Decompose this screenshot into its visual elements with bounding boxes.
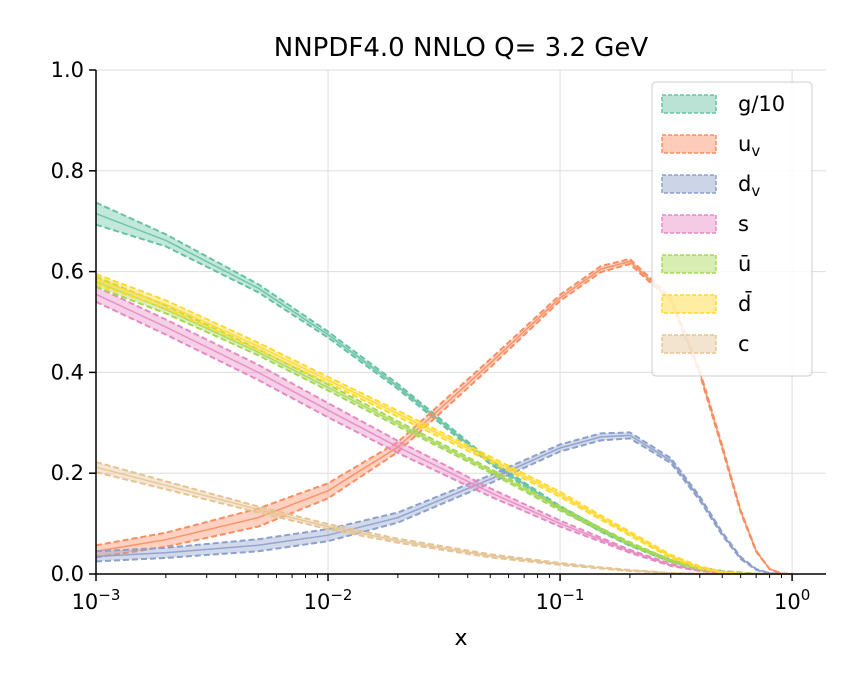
x-tick-label: 10−2 bbox=[304, 586, 353, 614]
y-tick-label: 1.0 bbox=[51, 58, 84, 82]
legend-item-4: ū bbox=[661, 252, 751, 276]
legend-swatch bbox=[661, 294, 717, 314]
legend-item-2: dv bbox=[661, 172, 760, 200]
legend-box bbox=[651, 81, 813, 377]
series-central-line bbox=[95, 434, 793, 575]
legend-label: c bbox=[738, 332, 750, 356]
series-2 bbox=[95, 431, 793, 575]
y-tick-label: 0.2 bbox=[51, 461, 84, 485]
legend-item-1: uv bbox=[661, 132, 760, 160]
legend-label: dv bbox=[738, 172, 760, 200]
x-tick-label: 100 bbox=[774, 586, 810, 614]
series-lower-line bbox=[95, 437, 793, 575]
legend-label: s bbox=[738, 212, 749, 236]
legend-label: g/10 bbox=[738, 92, 785, 116]
x-tick-label: 10−3 bbox=[72, 586, 121, 614]
y-tick-label: 0.8 bbox=[51, 159, 84, 183]
series-layer bbox=[95, 201, 793, 575]
legend-swatch bbox=[661, 254, 717, 274]
legend-label: uv bbox=[738, 132, 760, 160]
legend-item-5: d̄ bbox=[661, 291, 752, 316]
legend-item-0: g/10 bbox=[661, 92, 785, 116]
series-band bbox=[96, 259, 793, 574]
legend-item-3: s bbox=[661, 212, 749, 236]
legend-swatch bbox=[661, 174, 717, 194]
legend-swatch bbox=[661, 214, 717, 234]
axes: 0.0 0.2 0.4 0.6 0.8 1.0 10−3 10−2 10−1 100 bbox=[51, 58, 826, 614]
legend-label: d̄ bbox=[738, 291, 752, 316]
legend-item-6: c bbox=[661, 332, 750, 356]
legend: g/10 uv dv sū d̄ c bbox=[651, 81, 813, 377]
series-central-line bbox=[95, 260, 793, 575]
series-band bbox=[96, 432, 793, 574]
x-tick-label: 10−1 bbox=[536, 586, 585, 614]
series-upper-line bbox=[95, 201, 793, 575]
legend-swatch bbox=[661, 334, 717, 354]
series-1 bbox=[95, 257, 793, 575]
x-axis-label: x bbox=[454, 626, 467, 651]
legend-swatch bbox=[661, 94, 717, 114]
legend-swatch bbox=[661, 134, 717, 154]
chart-title: NNPDF4.0 NNLO Q= 3.2 GeV bbox=[274, 33, 649, 63]
y-tick-label: 0.6 bbox=[51, 260, 84, 284]
y-tick-label: 0.0 bbox=[51, 562, 84, 586]
series-upper-line bbox=[95, 431, 793, 575]
legend-label: ū bbox=[738, 252, 751, 276]
series-lower-line bbox=[95, 262, 793, 575]
y-tick-label: 0.4 bbox=[51, 360, 84, 384]
series-lower-line bbox=[95, 285, 793, 575]
